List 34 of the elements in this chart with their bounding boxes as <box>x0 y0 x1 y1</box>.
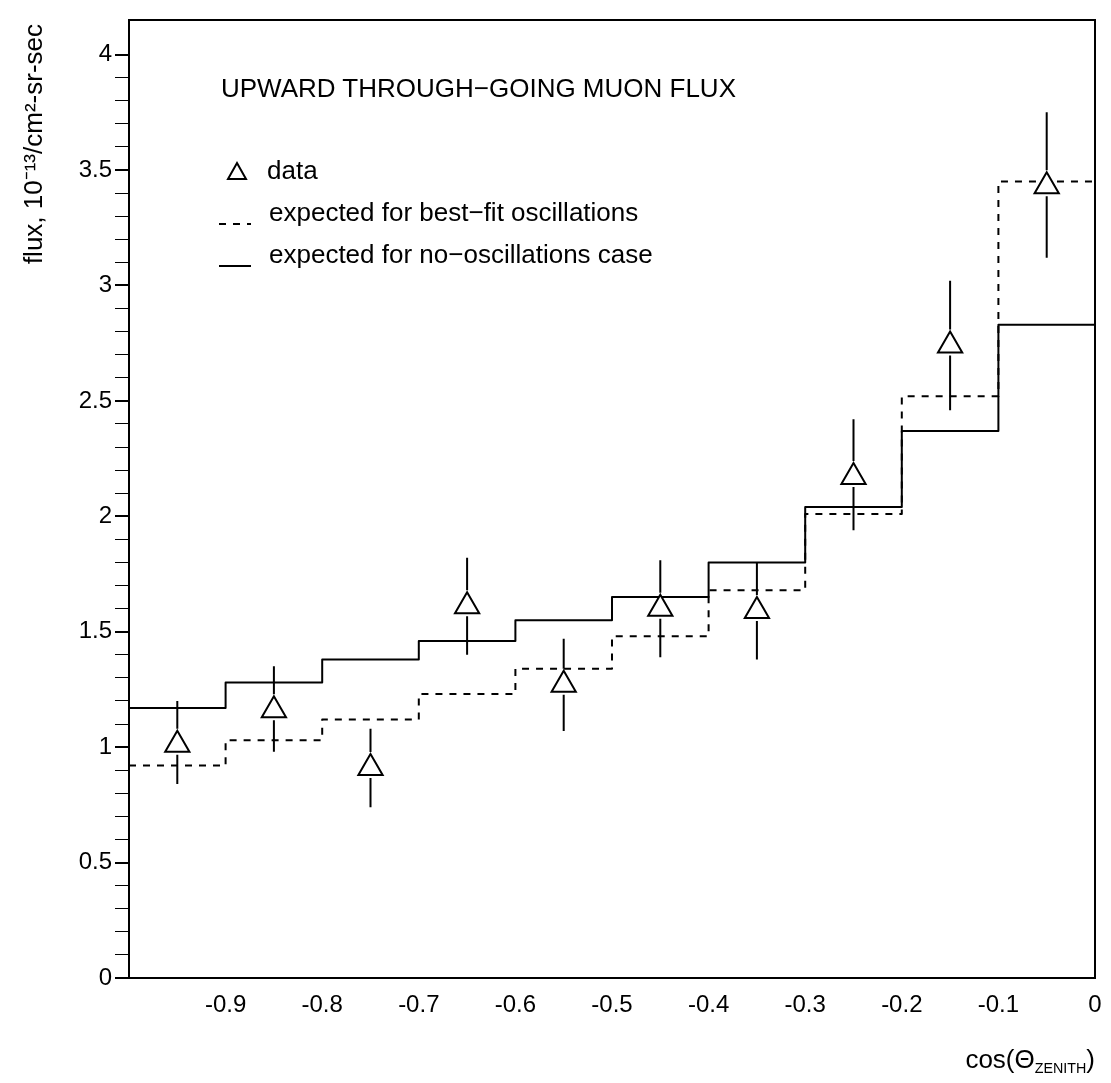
point <box>164 729 191 753</box>
y-tick-label: 0.5 <box>78 847 112 875</box>
x-tick-label: -0.2 <box>881 990 923 1018</box>
point <box>936 330 964 354</box>
x-tick-label: -0.9 <box>204 990 247 1018</box>
legend-label: expected for no−oscillations case <box>269 239 653 270</box>
point <box>1033 171 1060 195</box>
y-axis-title: flux, 10⁻¹³/cm²-sr-sec <box>18 23 48 265</box>
y-tick-label: 1.5 <box>78 616 112 644</box>
y-tick-label: 2.5 <box>78 385 112 413</box>
x-tick-label: -0.3 <box>784 990 826 1018</box>
point <box>260 695 288 719</box>
x-tick-label: -0.6 <box>494 990 537 1018</box>
point <box>550 669 577 693</box>
x-tick-label: -0.8 <box>301 990 343 1018</box>
y-tick-label: 3.5 <box>78 154 112 182</box>
y-tick-label: 4 <box>98 39 112 67</box>
point <box>357 752 384 776</box>
point <box>840 462 867 486</box>
x-tick-label: -0.7 <box>398 990 440 1018</box>
x-tick-label: 0 <box>1088 990 1102 1018</box>
y-tick-label: 0 <box>98 962 112 990</box>
y-tick-label: 3 <box>98 270 112 298</box>
text: UPWARD THROUGH−GOING MUON FLUX <box>221 73 736 104</box>
legend-label: expected for best−fit oscillations <box>269 197 639 228</box>
y-tick-label: 1 <box>98 731 112 759</box>
y-tick-label: 2 <box>98 500 112 528</box>
point <box>743 595 771 619</box>
point <box>647 593 674 617</box>
x-tick-label: -0.5 <box>591 990 633 1018</box>
x-tick-label: -0.4 <box>687 990 730 1018</box>
x-tick-label: -0.1 <box>977 990 1020 1018</box>
point <box>453 591 481 615</box>
legend-label: data <box>267 155 319 186</box>
